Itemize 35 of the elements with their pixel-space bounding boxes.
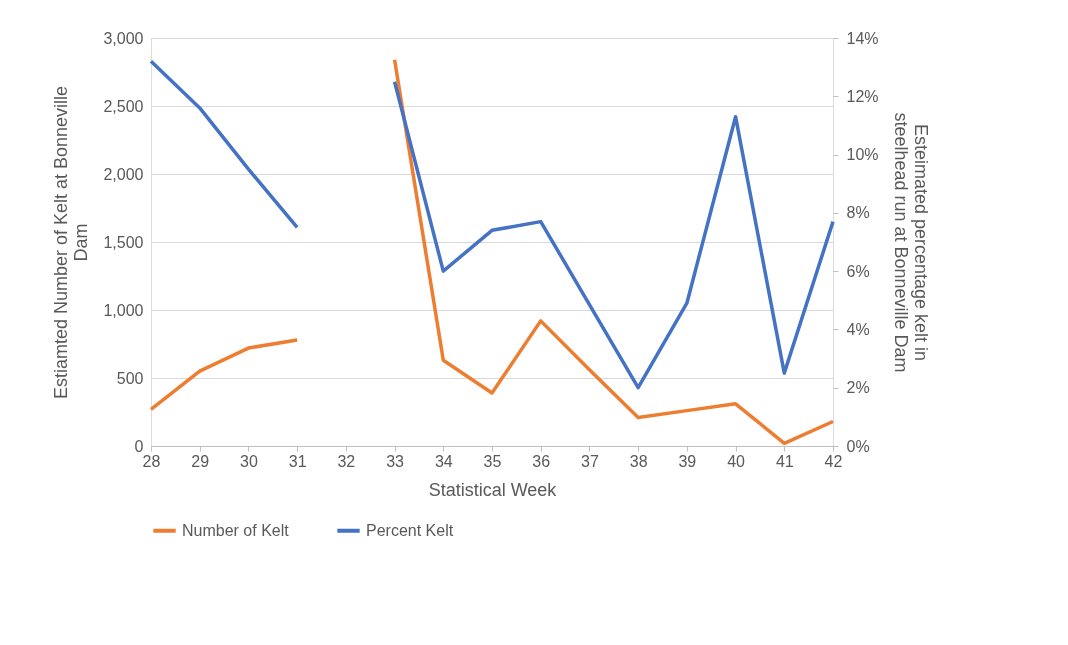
y2-tick-label: 10% [846, 146, 879, 164]
x-tick-label: 37 [581, 452, 599, 470]
x-tick-label: 32 [337, 452, 356, 470]
x-tick-label: 28 [142, 452, 161, 470]
y-tick-label: 3,000 [103, 29, 144, 47]
y-tick-label: 0 [134, 437, 144, 455]
y-tick-label: 1,000 [103, 301, 144, 319]
y-tick-label: 1,500 [103, 233, 144, 251]
legend-label: Number of Kelt [182, 521, 290, 539]
y-tick-label: 500 [116, 369, 144, 387]
y2-tick-label: 12% [846, 87, 879, 105]
x-tick-label: 30 [240, 452, 258, 470]
x-tick-label: 34 [434, 452, 453, 470]
x-tick-label: 29 [191, 452, 210, 470]
y2-tick-label: 2% [846, 379, 870, 397]
x-tick-label: 41 [775, 452, 794, 470]
x-tick-label: 36 [532, 452, 551, 470]
y-tick-label: 2,500 [103, 97, 144, 115]
x-tick-label: 31 [288, 452, 307, 470]
y2-tick-label: 4% [846, 320, 870, 338]
x-axis-title: Statistical Week [428, 479, 558, 500]
x-tick-label: 35 [483, 452, 502, 470]
y2-tick-label: 0% [846, 437, 870, 455]
y2-tick-label: 14% [846, 29, 879, 47]
x-tick-label: 39 [678, 452, 697, 470]
x-tick-label: 33 [386, 452, 405, 470]
x-tick-label: 40 [727, 452, 746, 470]
y-axis-title: Estiamted Number of Kelt at Bonneville Dam [51, 85, 92, 400]
x-tick-label: 42 [824, 452, 843, 470]
y2-axis-title: Esteimated percentage kelt in steelhead run at Bonneville Dam [890, 112, 931, 373]
x-tick-label: 38 [629, 452, 648, 470]
y-tick-label: 2,000 [103, 165, 144, 183]
y2-tick-label: 6% [846, 262, 870, 280]
legend-label: Percent Kelt [366, 521, 454, 539]
y2-tick-label: 8% [846, 204, 870, 222]
